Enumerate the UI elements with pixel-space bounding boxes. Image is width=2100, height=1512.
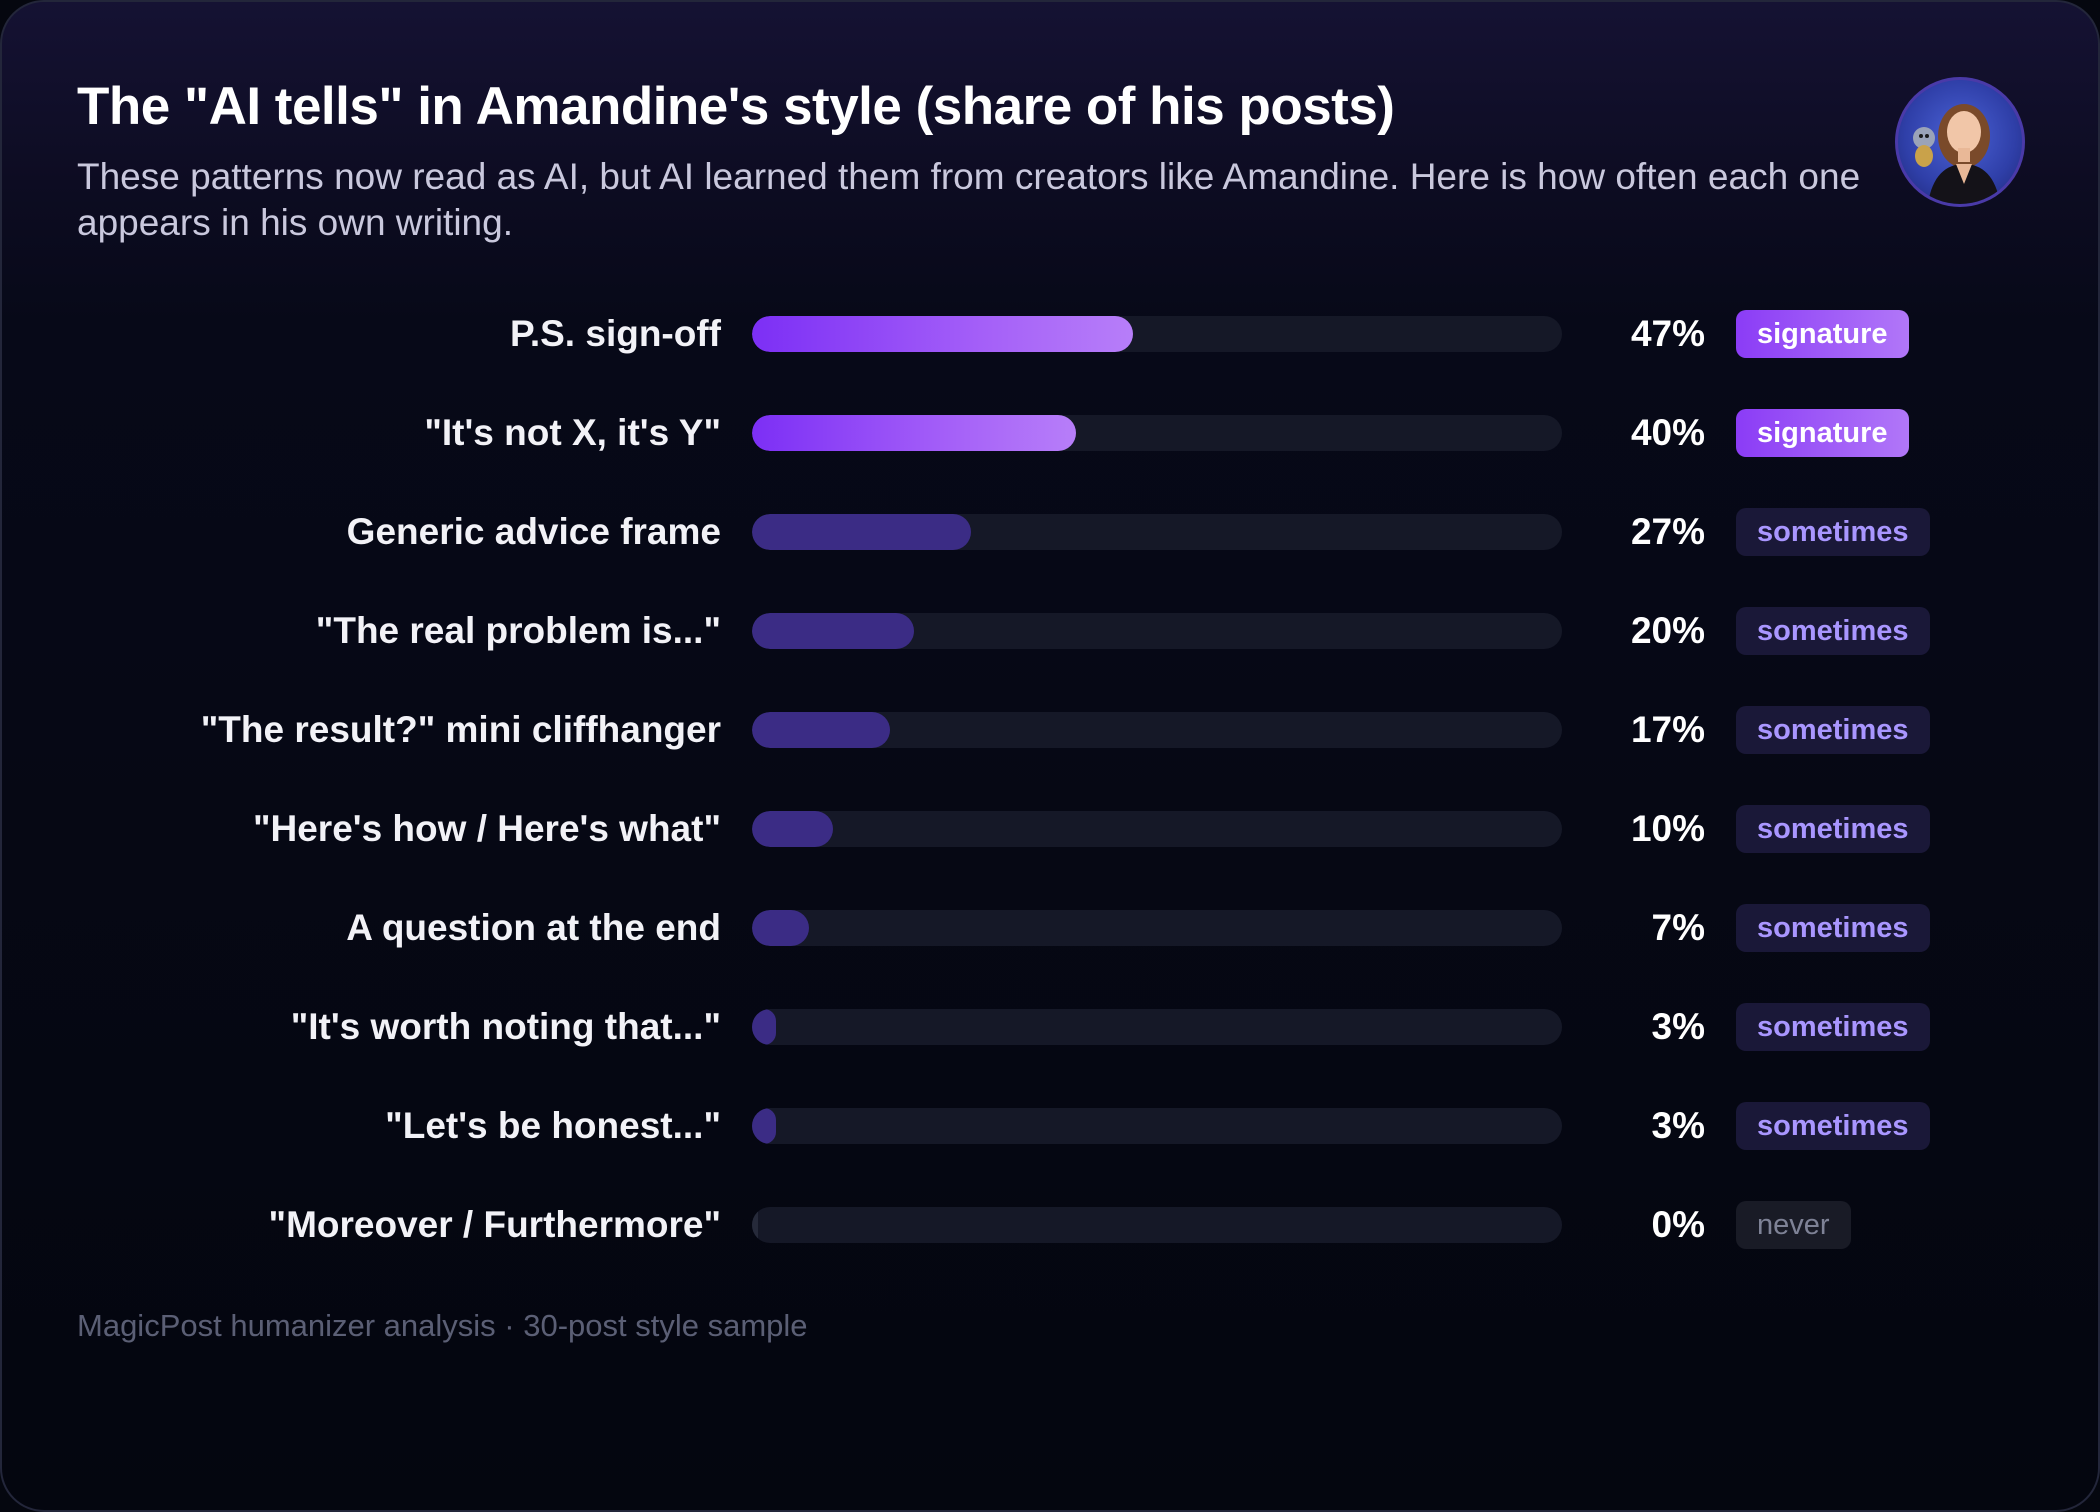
bar-row: "Here's how / Here's what" 10% sometimes <box>2 799 2098 859</box>
bar-track <box>752 712 1562 748</box>
bar-track <box>752 1207 1562 1243</box>
frequency-badge: never <box>1736 1201 1851 1249</box>
value-label: 47% <box>1630 313 1705 354</box>
category-label: Generic advice frame <box>346 511 721 552</box>
bar-track <box>752 1108 1562 1144</box>
bar-track <box>752 316 1562 352</box>
bar-track <box>752 811 1562 847</box>
bar-row: "Moreover / Furthermore" 0% never <box>2 1195 2098 1255</box>
bar-track <box>752 514 1562 550</box>
category-label: "The real problem is..." <box>315 610 721 651</box>
bar-fill <box>752 1009 777 1045</box>
category-label: "Let's be honest..." <box>385 1105 721 1146</box>
value-label: 3% <box>1651 1105 1705 1146</box>
chart-title: The "AI tells" in Amandine's style (shar… <box>77 77 1395 136</box>
bar-row: "It's worth noting that..." 3% sometimes <box>2 997 2098 1057</box>
category-label: P.S. sign-off <box>509 313 721 354</box>
bar-fill <box>752 712 890 748</box>
avatar-portrait-icon <box>1913 104 2000 204</box>
category-label: A question at the end <box>346 907 721 948</box>
bar-track <box>752 613 1562 649</box>
value-label: 0% <box>1651 1204 1705 1245</box>
bar-fill <box>752 910 809 946</box>
frequency-badge: signature <box>1736 310 1909 358</box>
category-label: "The result?" mini cliffhanger <box>200 709 721 750</box>
frequency-badge: sometimes <box>1736 508 1930 556</box>
bar-track <box>752 415 1562 451</box>
bar-row: "It's not X, it's Y" 40% signature <box>2 403 2098 463</box>
category-label: "Here's how / Here's what" <box>252 808 721 849</box>
bar-row: "The real problem is..." 20% sometimes <box>2 601 2098 661</box>
value-label: 10% <box>1630 808 1705 849</box>
bar-row: P.S. sign-off 47% signature <box>2 304 2098 364</box>
frequency-badge: sometimes <box>1736 1003 1930 1051</box>
bar-track <box>752 1009 1562 1045</box>
bar-fill <box>752 514 971 550</box>
frequency-badge: signature <box>1736 409 1909 457</box>
value-label: 20% <box>1630 610 1705 651</box>
value-label: 3% <box>1651 1006 1705 1047</box>
bar-fill <box>752 613 914 649</box>
bar-fill <box>752 316 1133 352</box>
frequency-badge: sometimes <box>1736 706 1930 754</box>
source-footnote: MagicPost humanizer analysis · 30-post s… <box>77 1308 808 1343</box>
bar-track <box>752 910 1562 946</box>
category-label: "It's not X, it's Y" <box>424 412 721 453</box>
category-label: "It's worth noting that..." <box>290 1006 721 1047</box>
value-label: 17% <box>1630 709 1705 750</box>
avatar <box>1895 77 2025 207</box>
bar-fill <box>752 415 1076 451</box>
frequency-badge: sometimes <box>1736 805 1930 853</box>
bar-row: A question at the end 7% sometimes <box>2 898 2098 958</box>
value-label: 7% <box>1651 907 1705 948</box>
category-label: "Moreover / Furthermore" <box>268 1204 721 1245</box>
bar-row: Generic advice frame 27% sometimes <box>2 502 2098 562</box>
chart-subtitle: These patterns now read as AI, but AI le… <box>77 156 1861 243</box>
bar-row: "Let's be honest..." 3% sometimes <box>2 1096 2098 1156</box>
frequency-badge: sometimes <box>1736 1102 1930 1150</box>
value-label: 27% <box>1630 511 1705 552</box>
frequency-badge: sometimes <box>1736 904 1930 952</box>
bar-row: "The result?" mini cliffhanger 17% sometim… <box>2 700 2098 760</box>
bar-fill <box>752 811 833 847</box>
value-label: 40% <box>1630 412 1705 453</box>
bar-fill <box>752 1108 777 1144</box>
frequency-badge: sometimes <box>1736 607 1930 655</box>
bar-fill <box>752 1207 758 1243</box>
